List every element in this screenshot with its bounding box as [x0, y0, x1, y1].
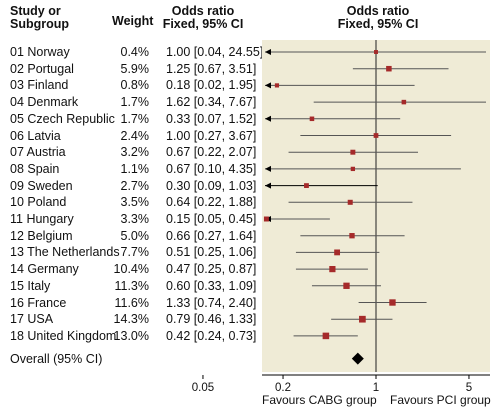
point-estimate — [304, 183, 309, 189]
overall-label: Overall (95% CI) — [10, 352, 103, 366]
study-ci-text: 0.18 [0.02, 1.95] — [166, 78, 257, 93]
header-study-line2: Subgroup — [10, 17, 70, 31]
study-name: 06 Latvia — [10, 128, 61, 143]
study-ci-text: 0.64 [0.22, 1.88] — [166, 195, 257, 210]
header-or-plot-line2: Fixed, 95% CI — [337, 17, 419, 31]
study-ci-text: 1.33 [0.74, 2.40] — [166, 295, 257, 310]
study-name: 11 Hungary — [10, 212, 74, 226]
study-name: 14 Germany — [10, 262, 79, 277]
study-name: 12 Belgium — [10, 228, 73, 243]
study-weight: 2.4% — [120, 128, 150, 143]
study-ci-text: 0.33 [0.07, 1.52] — [166, 111, 257, 126]
point-estimate — [374, 50, 378, 54]
study-weight: 7.7% — [120, 245, 150, 260]
study-name: 18 United Kingdom — [10, 328, 117, 343]
study-weight: 1.7% — [120, 111, 150, 126]
point-estimate — [349, 233, 355, 239]
header-or-text-line2: Fixed, 95% CI — [162, 17, 244, 31]
study-ci-text: 0.51 [0.25, 1.06] — [166, 245, 257, 260]
point-estimate — [350, 166, 356, 172]
study-ci-text: 0.15 [0.05, 0.45] — [166, 212, 257, 226]
study-weight: 14.3% — [113, 312, 149, 327]
point-estimate — [350, 149, 356, 155]
study-name: 17 USA — [10, 312, 54, 327]
study-weight: 3.3% — [120, 212, 150, 226]
study-weight: 5.9% — [120, 61, 150, 76]
study-name: 13 The Netherlands — [10, 245, 120, 260]
study-weight: 10.4% — [113, 262, 149, 277]
point-estimate — [359, 315, 366, 323]
point-estimate — [263, 216, 269, 222]
study-name: 01 Norway — [10, 45, 70, 59]
header-or-text-line1: Odds ratio — [171, 4, 235, 18]
ci-arrow — [265, 182, 271, 189]
study-name: 02 Portugal — [10, 61, 74, 76]
study-ci-text: 0.79 [0.46, 1.33] — [166, 312, 257, 327]
point-estimate — [309, 116, 315, 122]
header-or-plot-line1: Odds ratio — [346, 4, 410, 18]
study-name: 03 Finland — [10, 78, 69, 93]
point-estimate — [389, 299, 396, 306]
study-weight: 0.4% — [120, 45, 150, 59]
study-weight: 2.7% — [120, 178, 150, 193]
point-estimate — [334, 249, 341, 256]
study-name: 10 Poland — [10, 195, 67, 210]
study-weight: 11.3% — [114, 278, 149, 293]
study-ci-text: 0.67 [0.10, 4.35] — [166, 161, 257, 176]
study-ci-text: 1.00 [0.27, 3.67] — [166, 128, 257, 143]
study-name: 04 Denmark — [10, 95, 79, 110]
x-tick-label: 5 — [466, 382, 472, 394]
study-name: 15 Italy — [10, 278, 51, 293]
study-weight: 11.6% — [114, 295, 149, 310]
ci-arrow — [265, 49, 271, 55]
point-estimate — [401, 99, 407, 105]
study-ci-text: 0.47 [0.25, 0.87] — [166, 262, 257, 277]
study-ci-text: 1.25 [0.67, 3.51] — [166, 61, 257, 76]
study-name: 09 Sweden — [10, 178, 73, 193]
study-weight: 1.7% — [120, 95, 150, 110]
study-name: 05 Czech Republic — [10, 111, 115, 126]
header-study-line1: Study or — [10, 4, 61, 18]
study-weight: 1.1% — [120, 161, 150, 176]
ci-arrow — [265, 82, 271, 89]
study-weight: 3.2% — [120, 145, 150, 160]
study-ci-text: 0.30 [0.09, 1.03] — [166, 178, 257, 193]
study-ci-text: 0.60 [0.33, 1.09] — [166, 278, 257, 293]
study-ci-text: 1.00 [0.04, 24.55] — [166, 45, 264, 59]
study-weight: 3.5% — [120, 195, 150, 210]
study-name: 16 France — [10, 295, 67, 310]
x-tick-label: 0.2 — [275, 382, 291, 394]
point-estimate — [322, 332, 330, 340]
point-estimate — [274, 83, 280, 88]
header-or-text: Odds ratio Fixed, 95% CI — [150, 5, 256, 31]
header-or-plot: Odds ratio Fixed, 95% CI — [300, 5, 456, 31]
favours-cabg-label: Favours CABG group — [262, 393, 377, 407]
overall-diamond — [351, 352, 364, 365]
header-weight: Weight — [112, 14, 154, 28]
ci-arrow — [265, 115, 271, 122]
study-ci-text: 0.42 [0.24, 0.73] — [166, 328, 257, 343]
study-name: 07 Austria — [10, 145, 66, 160]
x-tick-label: 0.05 — [192, 382, 214, 394]
x-tick-label: 1 — [373, 382, 379, 394]
study-name: 08 Spain — [10, 161, 60, 176]
study-ci-text: 0.67 [0.22, 2.07] — [166, 145, 257, 160]
favours-pci-label: Favours PCI group — [390, 393, 491, 407]
point-estimate — [386, 65, 392, 72]
header-study: Study or Subgroup — [10, 5, 69, 31]
study-weight: 0.8% — [120, 78, 150, 93]
point-estimate — [373, 133, 379, 138]
study-weight: 5.0% — [120, 228, 150, 243]
point-estimate — [343, 282, 350, 289]
ci-arrow — [265, 165, 271, 172]
study-ci-text: 0.66 [0.27, 1.64] — [166, 228, 257, 243]
point-estimate — [329, 265, 336, 273]
study-weight: 13.0% — [113, 328, 149, 343]
study-ci-text: 1.62 [0.34, 7.67] — [166, 95, 257, 110]
point-estimate — [347, 199, 353, 205]
